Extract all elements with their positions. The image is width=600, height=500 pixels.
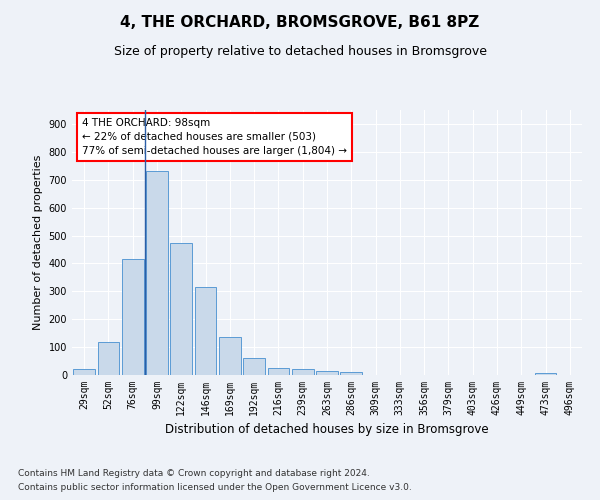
Bar	[122, 259, 143, 375]
X-axis label: Distribution of detached houses by size in Bromsgrove: Distribution of detached houses by size …	[165, 424, 489, 436]
Text: 4, THE ORCHARD, BROMSGROVE, B61 8PZ: 4, THE ORCHARD, BROMSGROVE, B61 8PZ	[121, 15, 479, 30]
Bar	[243, 358, 265, 375]
Y-axis label: Number of detached properties: Number of detached properties	[33, 155, 43, 330]
Bar	[268, 368, 289, 375]
Bar	[535, 373, 556, 375]
Bar	[194, 287, 217, 375]
Bar	[292, 370, 314, 375]
Bar	[170, 242, 192, 375]
Text: Size of property relative to detached houses in Bromsgrove: Size of property relative to detached ho…	[113, 45, 487, 58]
Bar	[73, 370, 95, 375]
Text: 4 THE ORCHARD: 98sqm
← 22% of detached houses are smaller (503)
77% of semi-deta: 4 THE ORCHARD: 98sqm ← 22% of detached h…	[82, 118, 347, 156]
Bar	[97, 342, 119, 375]
Bar	[340, 372, 362, 375]
Text: Contains public sector information licensed under the Open Government Licence v3: Contains public sector information licen…	[18, 484, 412, 492]
Text: Contains HM Land Registry data © Crown copyright and database right 2024.: Contains HM Land Registry data © Crown c…	[18, 468, 370, 477]
Bar	[219, 338, 241, 375]
Bar	[316, 371, 338, 375]
Bar	[146, 172, 168, 375]
